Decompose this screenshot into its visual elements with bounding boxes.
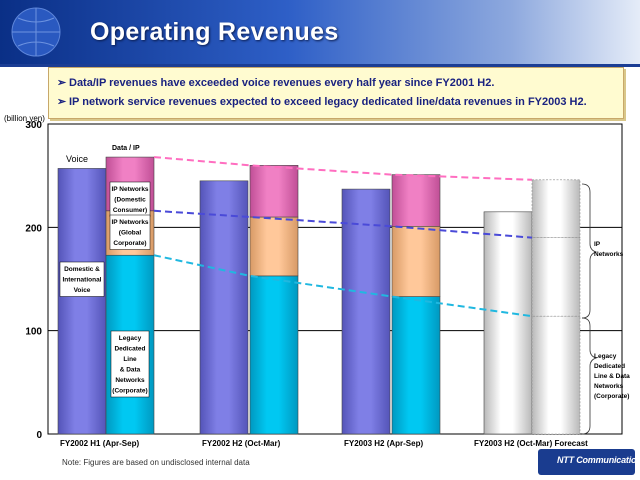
annotation-ip-domestic: IP Networks <box>111 186 148 193</box>
annotation-ip-domestic: Consumer) <box>113 207 147 214</box>
bar-segment-2 <box>391 226 441 297</box>
globe-logo-icon <box>11 7 61 57</box>
callout-bullet-2-text: IP network service revenues expected to … <box>69 96 587 108</box>
annotation-bracket-ip: Networks <box>594 251 624 258</box>
annotation-ip-global: Corporate) <box>113 240 146 247</box>
bar-voice <box>57 168 107 435</box>
arrow-bullet-icon: ➢ <box>57 77 67 89</box>
bar-segment-1 <box>531 315 581 435</box>
annotation-bracket-legacy: Legacy <box>594 353 617 360</box>
callout-bullet-1-text: Data/IP revenues have exceeded voice rev… <box>69 77 495 89</box>
bar-segment-1 <box>391 296 441 435</box>
header-divider <box>0 64 640 67</box>
bar-segment-1 <box>249 275 299 435</box>
trend-line-ip-global <box>153 209 533 239</box>
callout-bullet-1: ➢ Data/IP revenues have exceeded voice re… <box>57 76 494 89</box>
bar-segment-3 <box>391 174 441 227</box>
y-axis-unit: (billion yen) <box>4 114 45 123</box>
annotation-legacy: Line <box>123 356 137 363</box>
annotation-legacy: Dedicated <box>114 346 145 353</box>
annotation-ip-domestic: (Domestic <box>114 197 146 204</box>
annotation-voice-box: Voice <box>74 287 91 294</box>
annotation-legacy: Networks <box>115 377 145 384</box>
bar-voice <box>341 188 391 435</box>
annotation-voice-box-box <box>59 261 105 297</box>
annotation-voice-box: International <box>62 277 101 284</box>
brand-name: NTT Communications <box>557 455 640 465</box>
arrow-bullet-icon: ➢ <box>57 96 67 108</box>
y-tick-label: 100 <box>25 327 42 338</box>
brand-logo <box>538 449 635 475</box>
bar-segment-2 <box>531 237 581 317</box>
bar-segment-3 <box>249 165 299 218</box>
bar-voice <box>483 211 533 435</box>
bar-voice <box>199 180 249 435</box>
y-tick-label: 300 <box>25 120 42 131</box>
page-title: Operating Revenues <box>90 18 339 46</box>
annotation-bracket-legacy: Line & Data <box>594 373 630 380</box>
footnote: Note: Figures are based on undisclosed i… <box>62 458 250 467</box>
bracket-ip-networks <box>581 183 598 319</box>
annotation-bracket-legacy: (Corporate) <box>594 393 629 400</box>
trend-line-legacy <box>153 254 533 318</box>
y-tick-label: 0 <box>36 430 42 441</box>
annotation-ip-global: IP Networks <box>111 219 148 226</box>
annotation-data-ip: Data / IP <box>112 145 140 152</box>
annotation-bracket-ip: IP <box>594 241 601 248</box>
bar-segment-3 <box>531 179 581 238</box>
trend-line-total <box>153 156 533 181</box>
annotation-voice: Voice <box>66 154 88 164</box>
x-tick-label: FY2002 H2 (Oct-Mar) <box>202 439 281 448</box>
annotation-voice-box: Domestic & <box>64 266 100 273</box>
annotation-legacy-box <box>110 330 150 398</box>
annotation-bracket-legacy: Networks <box>594 383 624 390</box>
annotation-legacy: Legacy <box>119 335 142 342</box>
annotation-ip-global: (Global <box>119 230 142 237</box>
annotation-bracket-legacy: Dedicated <box>594 363 625 370</box>
bar-segment-2 <box>249 216 299 277</box>
annotation-legacy: (Corporate) <box>112 388 147 395</box>
x-tick-label: FY2003 H2 (Oct-Mar) Forecast <box>474 439 588 448</box>
annotation-legacy: & Data <box>120 367 141 374</box>
title-banner: Operating Revenues <box>0 0 640 64</box>
y-tick-label: 200 <box>25 223 42 234</box>
callout-bullet-2: ➢ IP network service revenues expected to… <box>57 95 587 108</box>
bracket-legacy <box>581 317 598 435</box>
summary-callout: ➢ Data/IP revenues have exceeded voice re… <box>48 67 624 119</box>
x-tick-label: FY2003 H2 (Apr-Sep) <box>344 439 423 448</box>
x-tick-label: FY2002 H1 (Apr-Sep) <box>60 439 139 448</box>
annotation-ip-global-box <box>109 214 151 250</box>
